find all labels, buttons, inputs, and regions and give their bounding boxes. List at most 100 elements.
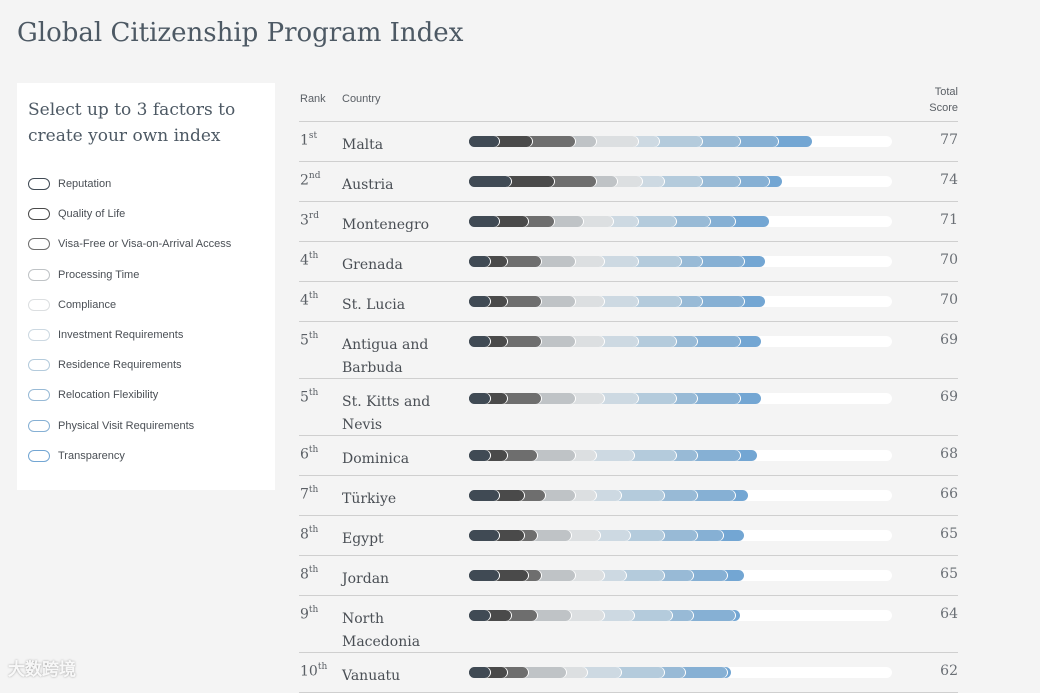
column-header-total-score: Total Score: [929, 84, 958, 116]
rank-suffix: nd: [308, 171, 321, 181]
score-bar-segment: [469, 256, 491, 267]
rank-number: 8: [300, 566, 309, 583]
factor-label: Residence Requirements: [58, 359, 182, 372]
total-score: 70: [940, 252, 958, 268]
watermark-logo: 大数跨境: [8, 660, 76, 680]
country-name: Vanuatu: [342, 668, 401, 684]
score-bar: [469, 136, 892, 147]
country-name: Malta: [342, 137, 384, 153]
country-name: Jordan: [342, 571, 390, 587]
table-row: 9th North Macedonia 64: [299, 596, 958, 653]
total-score: 71: [940, 212, 958, 228]
factor-toggle[interactable]: [28, 419, 50, 432]
rank-suffix: th: [308, 485, 319, 495]
score-bar-segment: [469, 393, 491, 404]
rank-cell: 5th: [300, 388, 319, 406]
rank-suffix: th: [317, 662, 328, 672]
score-bar: [469, 256, 892, 267]
factor-label: Processing Time: [58, 268, 140, 281]
total-score: 77: [940, 132, 958, 148]
factor-option[interactable]: Quality of Life: [28, 199, 231, 229]
score-bar-segment: [469, 216, 529, 227]
country-name: St. Lucia: [342, 297, 406, 313]
rank-suffix: st: [308, 131, 318, 141]
total-score: 66: [940, 486, 958, 502]
factor-option[interactable]: Reputation: [28, 169, 231, 199]
score-bar: [469, 336, 892, 347]
factor-toggle[interactable]: [28, 208, 50, 221]
rank-number: 4: [300, 252, 309, 269]
column-header-rank: Rank: [300, 93, 326, 105]
factor-option[interactable]: Processing Time: [28, 260, 231, 290]
country-name: Austria: [342, 177, 394, 193]
factor-label: Relocation Flexibility: [58, 389, 159, 402]
country-name: North Macedonia: [342, 611, 421, 650]
score-bar: [469, 490, 892, 501]
rank-cell: 10th: [300, 662, 328, 680]
rank-suffix: th: [308, 445, 319, 455]
factor-toggle[interactable]: [28, 238, 50, 251]
score-bar-segment: [469, 667, 491, 678]
rank-number: 5: [300, 332, 309, 349]
score-bar: [469, 450, 892, 461]
table-row: 6th Dominica 68: [299, 436, 958, 476]
factor-label: Investment Requirements: [58, 329, 184, 342]
factor-label: Transparency: [58, 449, 125, 462]
factor-toggle[interactable]: [28, 389, 50, 402]
factor-toggle[interactable]: [28, 329, 50, 342]
table-row: 4th Grenada 70: [299, 242, 958, 282]
factor-toggle[interactable]: [28, 298, 50, 311]
rank-number: 8: [300, 526, 309, 543]
rank-cell: 1st: [300, 131, 318, 149]
factor-option[interactable]: Transparency: [28, 441, 231, 471]
score-bar: [469, 570, 892, 581]
table-row: 5th Antigua and Barbuda 69: [299, 322, 958, 379]
factor-option[interactable]: Residence Requirements: [28, 350, 231, 380]
factor-label: Quality of Life: [58, 208, 126, 221]
score-bar-segment: [469, 610, 491, 621]
factor-option[interactable]: Investment Requirements: [28, 320, 231, 350]
factor-label: Reputation: [58, 178, 112, 191]
score-bar: [469, 667, 892, 678]
score-bar-segment: [469, 296, 491, 307]
rank-number: 2: [300, 172, 309, 189]
table-row: 4th St. Lucia 70: [299, 282, 958, 322]
page-title: Global Citizenship Program Index: [17, 18, 464, 48]
rank-number: 4: [300, 292, 309, 309]
rank-cell: 8th: [300, 525, 319, 543]
rank-cell: 7th: [300, 485, 319, 503]
total-score: 65: [940, 566, 958, 582]
factor-option[interactable]: Physical Visit Requirements: [28, 411, 231, 441]
factor-toggle[interactable]: [28, 359, 50, 372]
country-name: Grenada: [342, 257, 403, 273]
panel-heading: Select up to 3 factors to create your ow…: [28, 100, 236, 146]
factor-label: Visa-Free or Visa-on-Arrival Access: [58, 238, 232, 251]
total-score: 64: [940, 606, 958, 622]
score-bar-segment: [469, 570, 499, 581]
factor-toggle[interactable]: [28, 449, 50, 462]
score-bar-segment: [469, 530, 499, 541]
total-score: 62: [940, 663, 958, 679]
score-bar: [469, 296, 892, 307]
factor-selector-panel: Select up to 3 factors to create your ow…: [17, 83, 275, 490]
total-score: 69: [940, 332, 958, 348]
factor-option[interactable]: Compliance: [28, 290, 231, 320]
score-bar: [469, 610, 892, 621]
rank-suffix: th: [308, 388, 319, 398]
factor-toggle[interactable]: [28, 268, 50, 281]
factor-option[interactable]: Relocation Flexibility: [28, 380, 231, 410]
country-name: Egypt: [342, 531, 384, 547]
score-bar-segment: [469, 136, 533, 147]
score-bar-segment: [469, 570, 529, 581]
rank-number: 9: [300, 606, 309, 623]
column-header-score-line1: Total: [934, 86, 958, 98]
score-bar-segment: [469, 490, 499, 501]
rank-number: 6: [300, 446, 309, 463]
factor-toggle[interactable]: [28, 178, 50, 191]
score-bar-segment: [469, 610, 512, 621]
factor-label: Physical Visit Requirements: [58, 419, 195, 432]
factor-option[interactable]: Visa-Free or Visa-on-Arrival Access: [28, 229, 231, 259]
score-bar-segment: [469, 176, 554, 187]
rank-suffix: th: [308, 525, 319, 535]
score-bar-segment: [469, 136, 499, 147]
